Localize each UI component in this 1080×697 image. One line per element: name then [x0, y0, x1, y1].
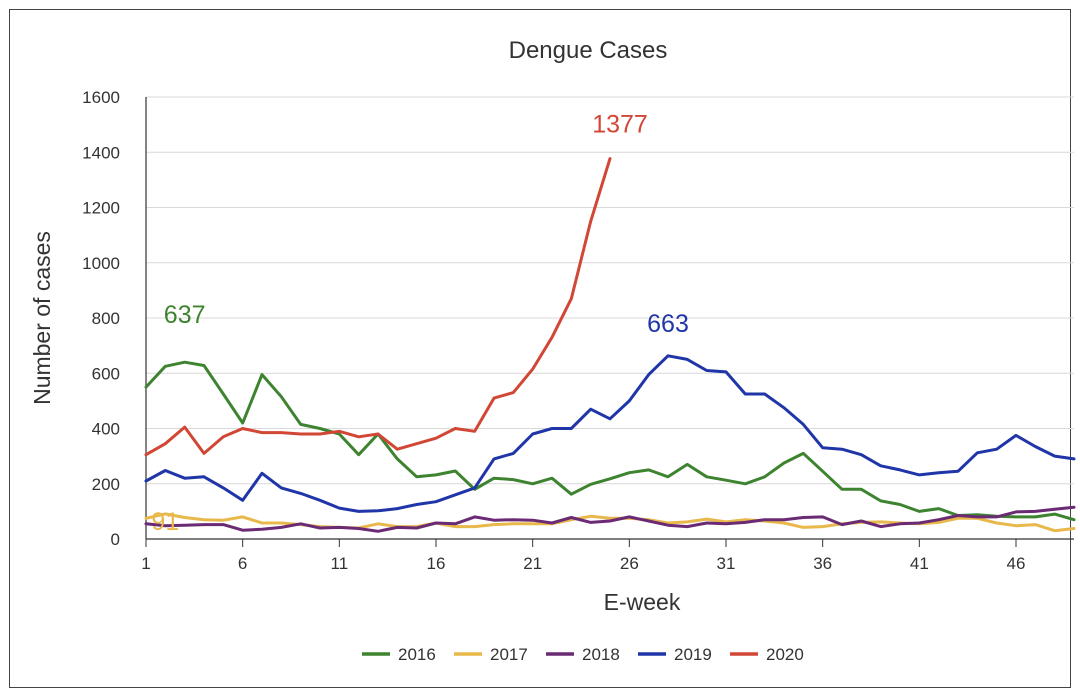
y-tick-label: 400 [92, 420, 120, 439]
series-line-2016 [144, 360, 1076, 522]
x-tick-label: 21 [523, 554, 542, 573]
x-tick-label: 16 [427, 554, 446, 573]
x-tick-label: 1 [141, 554, 150, 573]
series-line-2019 [144, 354, 1076, 513]
y-tick-label: 1000 [82, 254, 120, 273]
legend-item-2019: 2019 [638, 645, 712, 664]
x-tick-label: 26 [620, 554, 639, 573]
series-lines [144, 157, 1076, 533]
legend-item-2020: 2020 [730, 645, 804, 664]
y-tick-label: 800 [92, 309, 120, 328]
legend-label: 2019 [674, 645, 712, 664]
series-line-2020 [144, 157, 612, 457]
x-axis-label: E-week [604, 589, 681, 615]
y-tick-label: 200 [92, 475, 120, 494]
y-tick-label: 600 [92, 364, 120, 383]
annotation-2020: 1377 [592, 111, 648, 139]
annotation-2017: 91 [151, 508, 179, 536]
legend-label: 2020 [766, 645, 804, 664]
y-axis-label: Number of cases [29, 231, 55, 405]
y-tick-label: 1400 [82, 143, 120, 162]
legend-item-2017: 2017 [454, 645, 528, 664]
y-tick-label: 1600 [82, 88, 120, 107]
y-tick-label: 0 [111, 530, 120, 549]
chart-title: Dengue Cases [509, 37, 668, 64]
legend-label: 2017 [490, 645, 528, 664]
legend-item-2018: 2018 [546, 645, 620, 664]
x-tick-label: 31 [717, 554, 736, 573]
x-tick-label: 11 [331, 554, 349, 573]
legend-item-2016: 2016 [362, 645, 436, 664]
data-annotations: 637 91 663 1377 [151, 111, 688, 536]
grid-lines [146, 96, 1074, 485]
x-tick-label: 41 [910, 554, 929, 573]
legend-label: 2018 [582, 645, 620, 664]
annotation-2019: 663 [647, 310, 689, 338]
x-tick-label: 36 [813, 554, 832, 573]
series-line-2018 [144, 505, 1076, 533]
legend: 2016 2017 2018 2019 2020 [362, 645, 804, 664]
x-tick-label: 6 [238, 554, 247, 573]
annotation-2016: 637 [164, 301, 206, 329]
y-tick-label: 1200 [82, 199, 120, 218]
chart-frame [9, 9, 1071, 688]
legend-label: 2016 [398, 645, 436, 664]
x-tick-label: 46 [1007, 554, 1026, 573]
